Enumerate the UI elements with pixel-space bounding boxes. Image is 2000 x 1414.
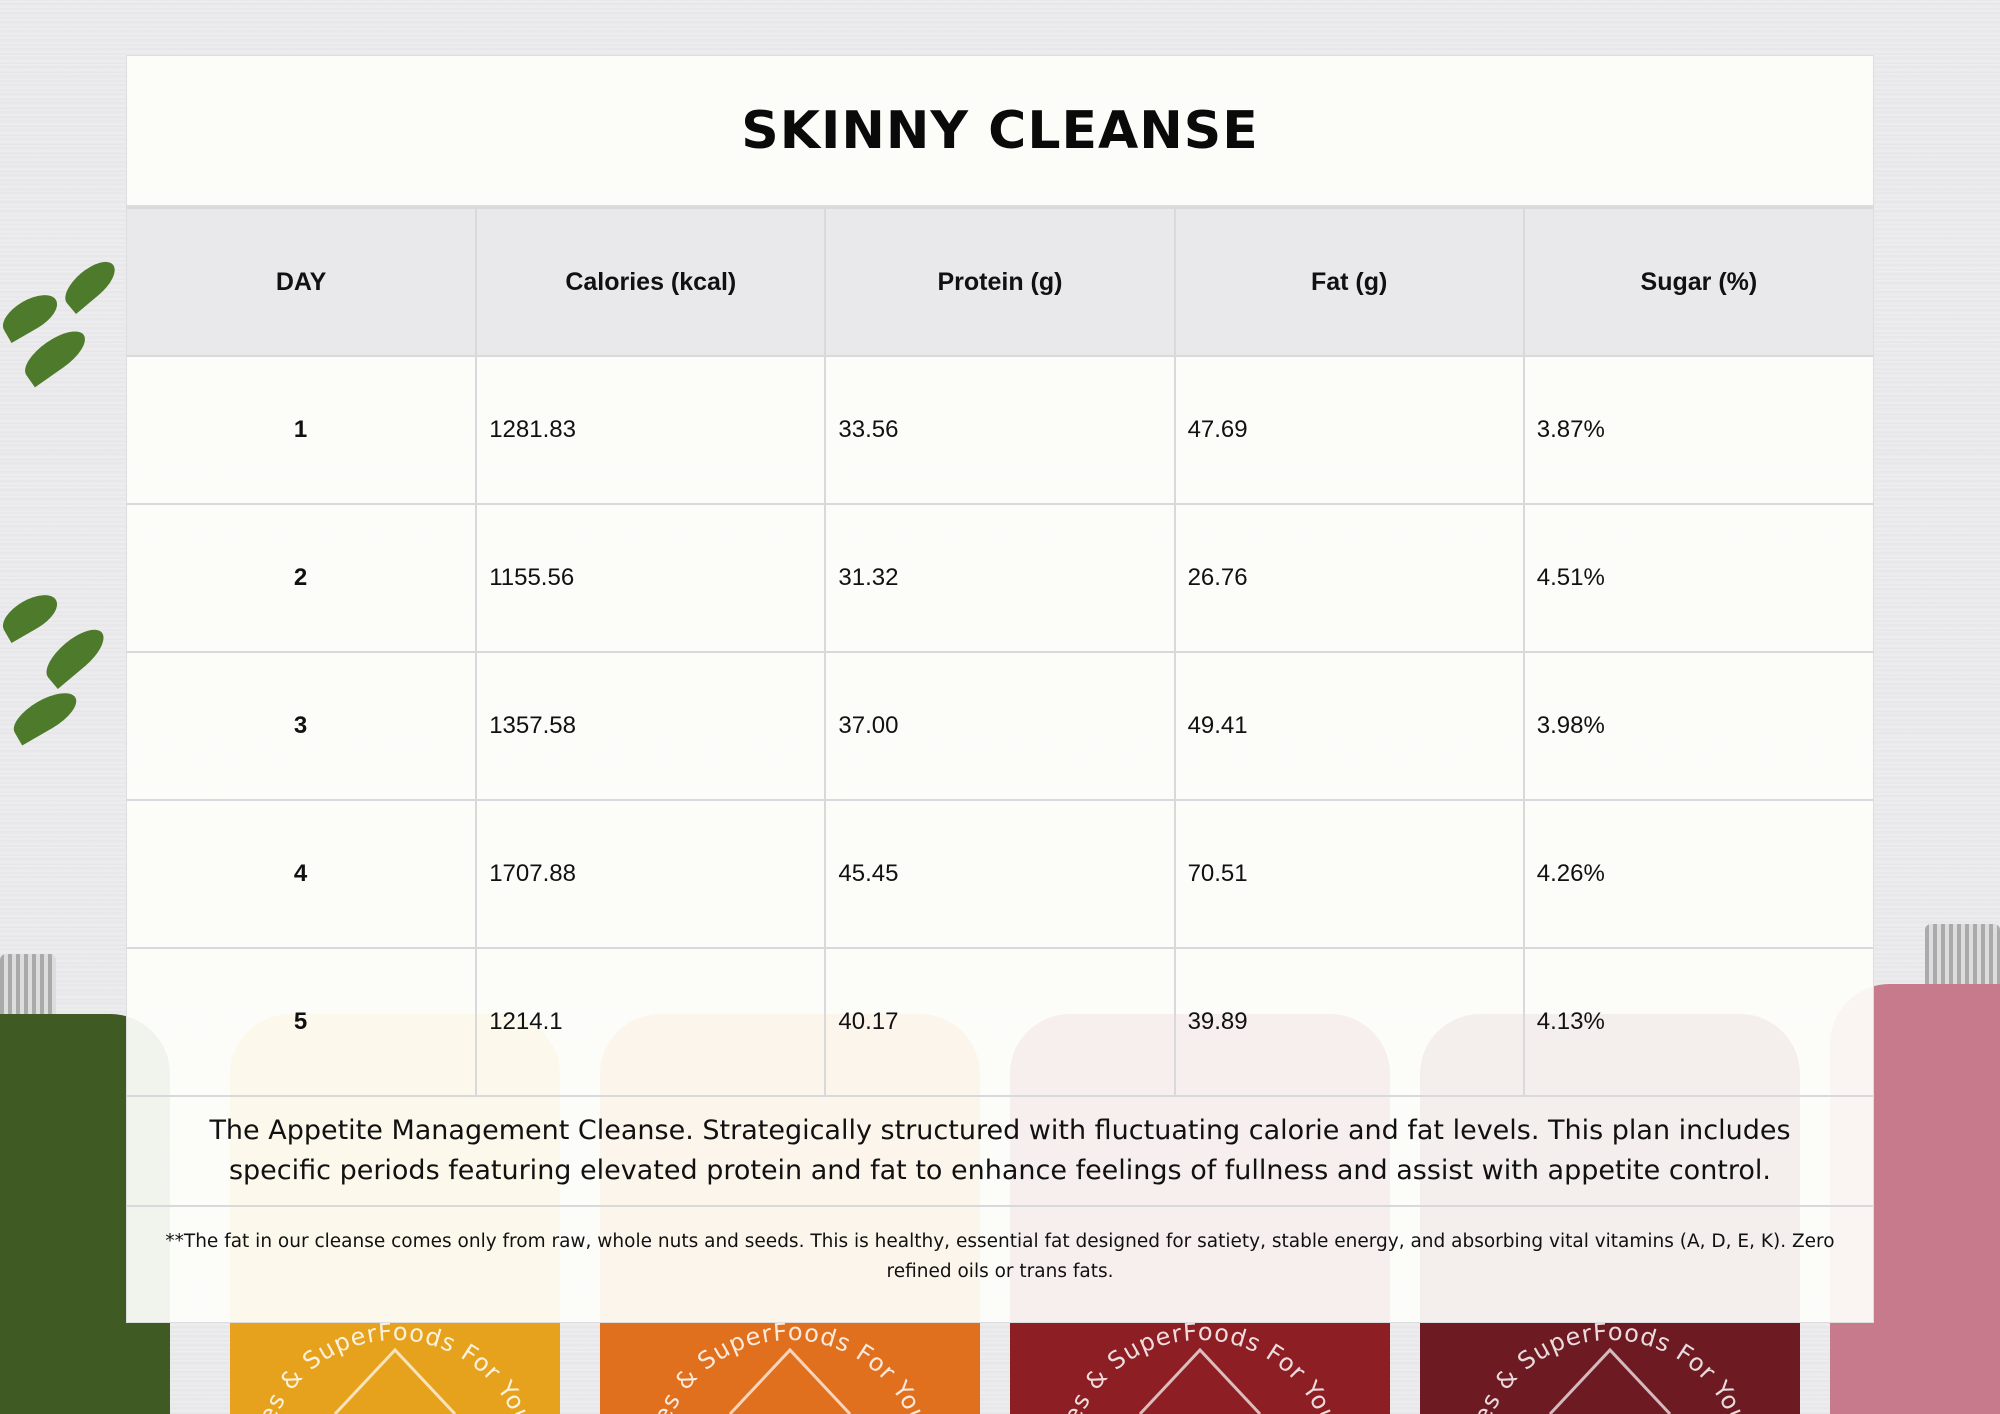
cell-day: 1 xyxy=(127,355,478,505)
nutrition-table: DAY Calories (kcal) Protein (g) Fat (g) … xyxy=(127,207,1873,1097)
cell-calories: 1707.88 xyxy=(475,799,827,949)
cell-sugar: 3.87% xyxy=(1522,355,1873,505)
logo-a-icon xyxy=(728,1347,852,1414)
logo-a-icon xyxy=(1138,1347,1262,1414)
table-row: 5 1214.1 40.17 39.89 4.13% xyxy=(127,947,1873,1097)
cell-day: 2 xyxy=(127,503,478,653)
bottle-logo: Juices & SuperFoods For You xyxy=(1048,1318,1344,1414)
title-row: SKINNY CLEANSE xyxy=(127,56,1873,207)
bottle-logo: Juices & SuperFoods For You xyxy=(243,1318,539,1414)
table-header-row: DAY Calories (kcal) Protein (g) Fat (g) … xyxy=(127,207,1873,357)
cell-sugar: 4.13% xyxy=(1522,947,1873,1097)
cell-sugar: 3.98% xyxy=(1522,651,1873,801)
table-row: 1 1281.83 33.56 47.69 3.87% xyxy=(127,355,1873,505)
cell-protein: 37.00 xyxy=(824,651,1176,801)
footnote: **The fat in our cleanse comes only from… xyxy=(127,1207,1873,1307)
cleanse-description: The Appetite Management Cleanse. Strateg… xyxy=(127,1097,1873,1207)
header-day: DAY xyxy=(127,207,478,357)
header-calories: Calories (kcal) xyxy=(475,207,827,357)
footnote-text: **The fat in our cleanse comes only from… xyxy=(165,1231,1835,1282)
nutrition-card: SKINNY CLEANSE DAY Calories (kcal) Prote… xyxy=(126,55,1874,1323)
cell-protein: 33.56 xyxy=(824,355,1176,505)
cell-calories: 1155.56 xyxy=(475,503,827,653)
svg-text:Juices & SuperFoods For You: Juices & SuperFoods For You xyxy=(243,1318,539,1414)
cell-fat: 70.51 xyxy=(1173,799,1525,949)
bottle-logo: Juices & SuperFoods For You xyxy=(1458,1318,1754,1414)
svg-text:Juices & SuperFoods For You: Juices & SuperFoods For You xyxy=(1458,1318,1754,1414)
cell-fat: 47.69 xyxy=(1173,355,1525,505)
header-fat: Fat (g) xyxy=(1173,207,1525,357)
cell-day: 4 xyxy=(127,799,478,949)
cell-protein: 31.32 xyxy=(824,503,1176,653)
cell-sugar: 4.26% xyxy=(1522,799,1873,949)
table-row: 2 1155.56 31.32 26.76 4.51% xyxy=(127,503,1873,653)
logo-a-icon xyxy=(333,1347,457,1414)
cell-fat: 39.89 xyxy=(1173,947,1525,1097)
cell-day: 5 xyxy=(127,947,478,1097)
logo-a-icon xyxy=(1548,1347,1672,1414)
header-sugar: Sugar (%) xyxy=(1522,207,1873,357)
cell-fat: 26.76 xyxy=(1173,503,1525,653)
bottle-logo-text: Juices & SuperFoods For You xyxy=(1048,1318,1343,1414)
svg-text:Juices & SuperFoods For You: Juices & SuperFoods For You xyxy=(1048,1318,1344,1414)
cell-protein: 45.45 xyxy=(824,799,1176,949)
table-row: 4 1707.88 45.45 70.51 4.26% xyxy=(127,799,1873,949)
cell-calories: 1357.58 xyxy=(475,651,827,801)
header-protein: Protein (g) xyxy=(824,207,1176,357)
cell-sugar: 4.51% xyxy=(1522,503,1873,653)
cell-calories: 1281.83 xyxy=(475,355,827,505)
description-text: The Appetite Management Cleanse. Strateg… xyxy=(209,1115,1791,1186)
cell-day: 3 xyxy=(127,651,478,801)
table-row: 3 1357.58 37.00 49.41 3.98% xyxy=(127,651,1873,801)
bottle-logo-text: Juices & SuperFoods For You xyxy=(638,1318,933,1414)
cell-calories: 1214.1 xyxy=(475,947,827,1097)
cell-fat: 49.41 xyxy=(1173,651,1525,801)
page-title: SKINNY CLEANSE xyxy=(741,100,1259,161)
cell-protein: 40.17 xyxy=(824,947,1176,1097)
svg-text:Juices & SuperFoods For You: Juices & SuperFoods For You xyxy=(638,1318,934,1414)
bottle-logo-text: Juices & SuperFoods For You xyxy=(1458,1318,1753,1414)
bottle-logo: Juices & SuperFoods For You xyxy=(638,1318,934,1414)
bottle-logo-text: Juices & SuperFoods For You xyxy=(243,1318,538,1414)
